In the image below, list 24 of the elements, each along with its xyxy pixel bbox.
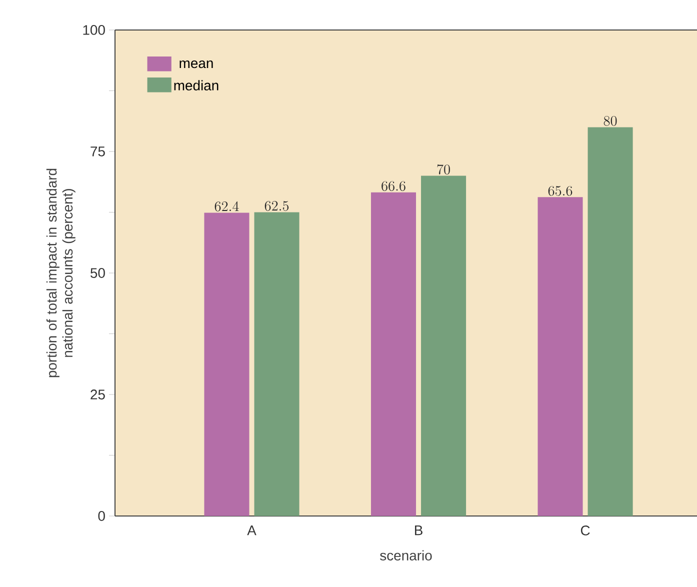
data-label: 62.5 [264, 201, 289, 211]
y-tick-label: 50 [90, 268, 105, 278]
data-label: 62.4 [214, 201, 239, 212]
bar [588, 127, 633, 516]
y-tick-label: 25 [90, 390, 105, 400]
data-label: 66.6 [382, 181, 406, 191]
x-tick-label: C [580, 526, 590, 536]
x-axis-title: scenario [380, 550, 432, 560]
y-tick-label: 75 [90, 146, 105, 156]
data-label: 70 [437, 164, 450, 174]
bar [370, 192, 416, 516]
y-tick-label: 0 [98, 511, 105, 521]
bar [204, 212, 250, 516]
data-label: 80 [604, 116, 617, 126]
x-tick-label: A [247, 526, 256, 536]
x-tick-label: B [415, 526, 422, 536]
legend-label: mean [180, 60, 213, 68]
y-axis-title: portion of total impact in standard national accounts (percent) [46, 168, 76, 378]
data-label: 65.6 [548, 186, 572, 196]
y-tick-label: 100 [83, 25, 105, 35]
bar [538, 197, 583, 516]
bar [254, 212, 300, 516]
bar [421, 176, 466, 516]
legend-label: median [174, 80, 218, 90]
